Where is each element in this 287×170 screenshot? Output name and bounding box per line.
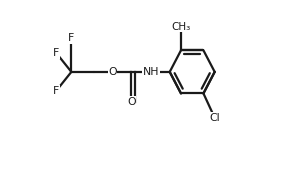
Text: F: F — [53, 48, 59, 58]
Text: CH₃: CH₃ — [171, 22, 191, 32]
Text: Cl: Cl — [210, 113, 220, 123]
Text: F: F — [53, 86, 59, 96]
Text: F: F — [68, 33, 75, 43]
Text: O: O — [108, 67, 117, 77]
Text: NH: NH — [143, 67, 159, 77]
Text: O: O — [127, 97, 136, 107]
